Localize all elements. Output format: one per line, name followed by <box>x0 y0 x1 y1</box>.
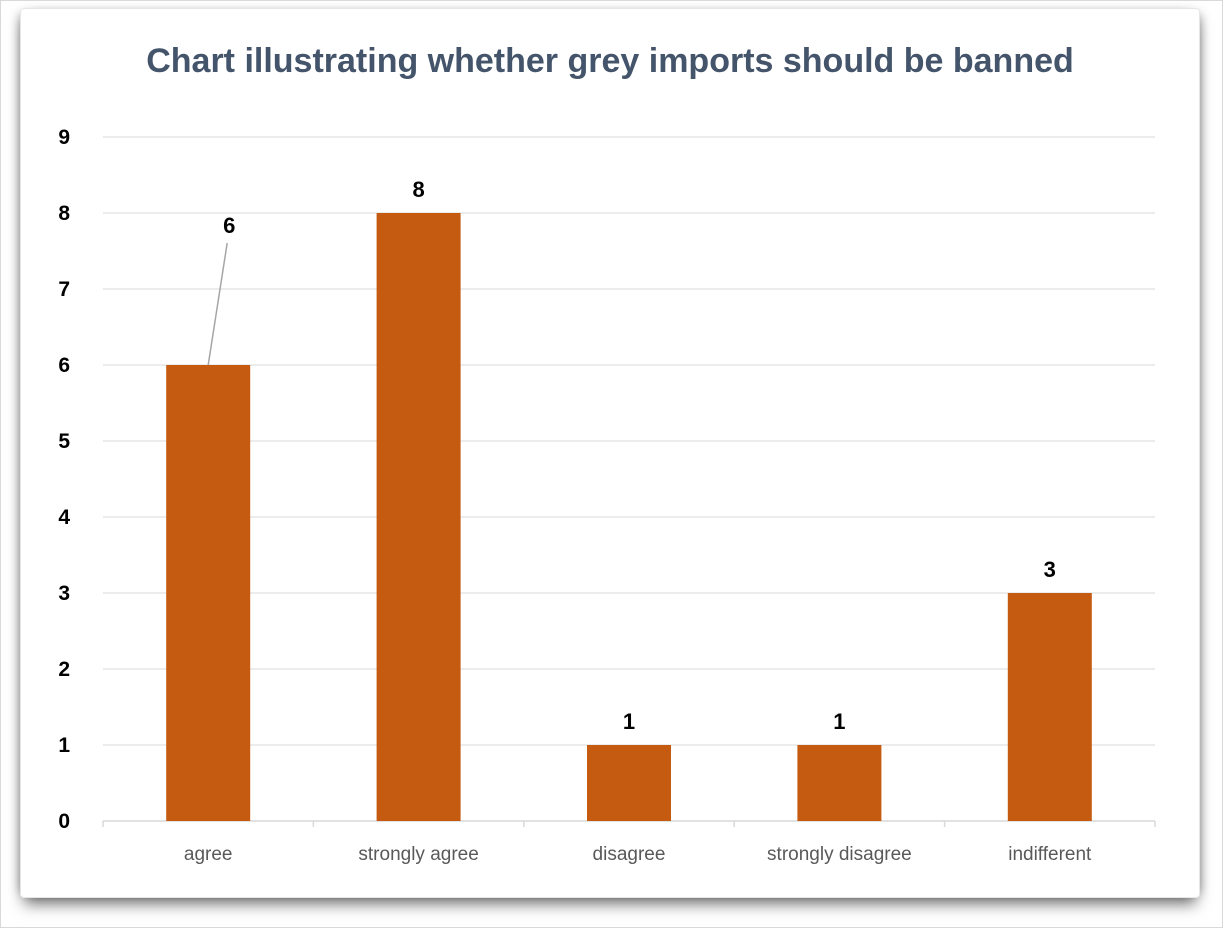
data-labels: 6 8 1 1 3 <box>223 177 1056 734</box>
data-label: 8 <box>412 177 424 202</box>
bar-strongly-agree <box>376 213 461 821</box>
y-axis-ticks: 0 1 2 3 4 5 6 7 8 9 <box>58 126 70 833</box>
category-label: disagree <box>593 844 666 865</box>
data-label: 3 <box>1044 557 1056 582</box>
y-tick-label: 9 <box>58 126 70 149</box>
data-label: 1 <box>833 709 845 734</box>
y-tick-label: 6 <box>58 354 70 377</box>
bar-indifferent <box>1007 593 1092 821</box>
category-label: strongly disagree <box>767 844 912 865</box>
y-tick-label: 8 <box>58 202 70 225</box>
leader-line <box>207 242 228 366</box>
bar-strongly-disagree <box>797 745 882 821</box>
bars <box>166 213 1092 821</box>
y-tick-label: 4 <box>58 506 70 529</box>
x-axis <box>102 820 1156 827</box>
category-label: agree <box>184 844 233 865</box>
y-tick-label: 7 <box>58 278 70 301</box>
data-label: 1 <box>623 709 635 734</box>
bar-disagree <box>587 745 671 821</box>
category-label: strongly agree <box>358 844 478 865</box>
category-label: indifferent <box>1008 844 1092 865</box>
bar-agree <box>166 365 251 821</box>
y-tick-label: 2 <box>58 658 70 681</box>
y-tick-label: 3 <box>58 582 70 605</box>
category-labels: agree strongly agree disagree strongly disa… <box>184 844 1092 865</box>
y-tick-label: 1 <box>58 734 70 757</box>
chart-title: Chart illustrating whether grey imports … <box>146 42 1074 80</box>
y-tick-label: 0 <box>58 810 70 833</box>
leader-lines <box>207 242 228 366</box>
gridlines <box>103 136 1155 746</box>
data-label: 6 <box>223 213 235 238</box>
y-tick-label: 5 <box>58 430 70 453</box>
